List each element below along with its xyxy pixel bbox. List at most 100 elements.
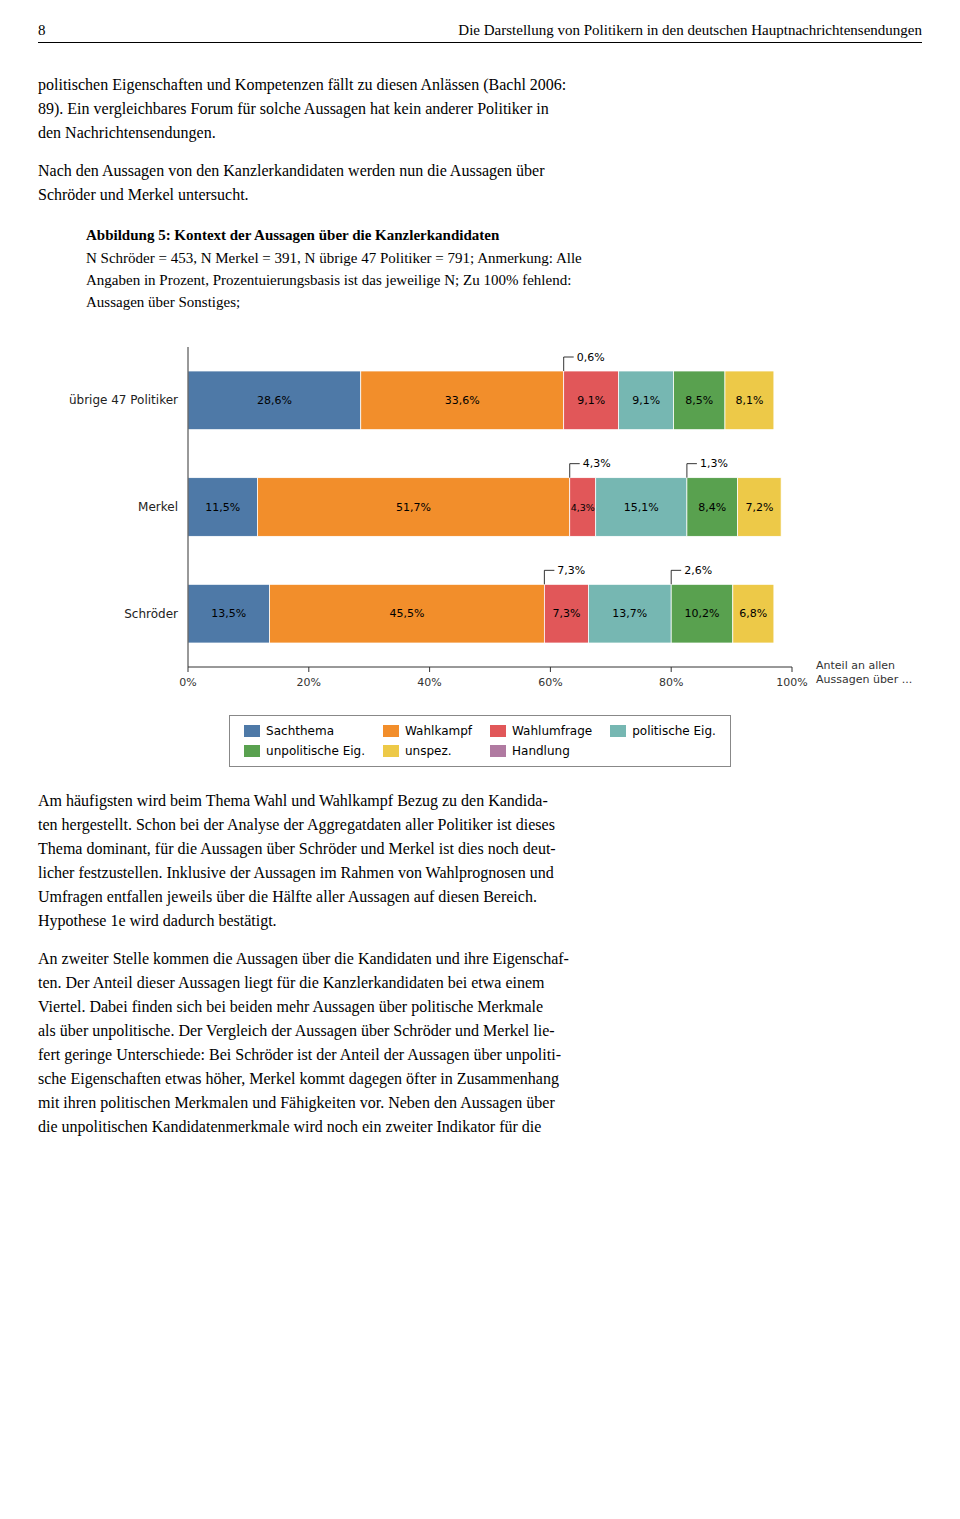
legend-label: Handlung bbox=[512, 744, 570, 758]
bar-segment bbox=[361, 371, 564, 430]
x-tick-label: 60% bbox=[538, 676, 562, 689]
legend-item: unpolitische Eig. bbox=[244, 744, 365, 758]
bar-segment bbox=[188, 585, 270, 644]
x-tick bbox=[792, 667, 793, 672]
bar-segment bbox=[773, 585, 774, 644]
legend-item: Wahlkampf bbox=[383, 724, 472, 738]
x-tick-label: 100% bbox=[776, 676, 807, 689]
data-label: 7,2% bbox=[745, 501, 773, 514]
annotation: 2,6% bbox=[684, 564, 712, 577]
bar-segment bbox=[544, 585, 588, 644]
data-label: 11,5% bbox=[205, 501, 240, 514]
paragraph: politischen Eigenschaften und Kompetenze… bbox=[38, 73, 922, 145]
bar-segment bbox=[687, 478, 738, 537]
legend-label: unspez. bbox=[405, 744, 452, 758]
y-tick-label: übrige 47 Politiker bbox=[69, 394, 178, 408]
legend-swatch bbox=[244, 725, 260, 737]
data-label: 13,7% bbox=[612, 607, 647, 620]
bar-segment bbox=[588, 585, 671, 644]
data-label: 9,1% bbox=[632, 394, 660, 407]
x-tick-label: 80% bbox=[659, 676, 683, 689]
data-label: 15,1% bbox=[624, 501, 659, 514]
legend-item: Sachthema bbox=[244, 724, 365, 738]
legend-swatch bbox=[383, 745, 399, 757]
chart-title: Abbildung 5: Kontext der Aussagen über d… bbox=[86, 227, 922, 244]
legend-item: unspez. bbox=[383, 744, 472, 758]
annotation-leader bbox=[671, 571, 681, 585]
bar-segment bbox=[257, 478, 569, 537]
annotation-leader bbox=[687, 464, 697, 478]
legend-swatch bbox=[244, 745, 260, 757]
data-label: 51,7% bbox=[396, 501, 431, 514]
figure-caption: Abbildung 5: Kontext der Aussagen über d… bbox=[38, 227, 922, 313]
legend-item: Handlung bbox=[490, 744, 592, 758]
y-axis-line bbox=[188, 347, 189, 667]
chart-subtitle: N Schröder = 453, N Merkel = 391, N übri… bbox=[86, 248, 922, 313]
data-label: 7,3% bbox=[552, 607, 580, 620]
bar-segment bbox=[773, 371, 774, 430]
data-label: 8,5% bbox=[685, 394, 713, 407]
bar-segment bbox=[188, 371, 361, 430]
x-tick bbox=[429, 667, 430, 672]
data-label: 9,1% bbox=[577, 394, 605, 407]
x-tick bbox=[671, 667, 672, 672]
bar-segment bbox=[564, 371, 619, 430]
bar-segment bbox=[596, 478, 687, 537]
bar-segment bbox=[733, 585, 774, 644]
bar-segment bbox=[570, 478, 596, 537]
paragraph: An zweiter Stelle kommen die Aussagen üb… bbox=[38, 947, 922, 1139]
bar-segment bbox=[270, 585, 545, 644]
bar-segment bbox=[725, 371, 774, 430]
x-tick bbox=[188, 667, 189, 672]
annotation: 4,3% bbox=[583, 457, 611, 470]
legend-swatch bbox=[383, 725, 399, 737]
x-tick-label: 40% bbox=[417, 676, 441, 689]
running-title: Die Darstellung von Politikern in den de… bbox=[458, 22, 922, 39]
x-axis-line bbox=[188, 667, 792, 668]
legend-label: Sachthema bbox=[266, 724, 334, 738]
y-tick-label: Merkel bbox=[138, 500, 178, 514]
annotation: 1,3% bbox=[700, 457, 728, 470]
bar-segment bbox=[188, 478, 257, 537]
data-label: 10,2% bbox=[685, 607, 720, 620]
legend-label: Wahlkampf bbox=[405, 724, 472, 738]
x-tick-label: 0% bbox=[179, 676, 196, 689]
chart: 28,6% 33,6% 9,1% 9,1% 8,5% 8,1% 11,5% 51,7% 4,3%… bbox=[38, 321, 922, 711]
legend-label: politische Eig. bbox=[632, 724, 716, 738]
legend-swatch bbox=[490, 725, 506, 737]
legend-swatch bbox=[610, 725, 626, 737]
legend-label: unpolitische Eig. bbox=[266, 744, 365, 758]
paragraph: Am häufigsten wird beim Thema Wahl und W… bbox=[38, 789, 922, 933]
annotation: 0,6% bbox=[577, 351, 605, 364]
bar-segment bbox=[619, 371, 674, 430]
legend-label: Wahlumfrage bbox=[512, 724, 592, 738]
data-label: 6,8% bbox=[739, 607, 767, 620]
data-label: 28,6% bbox=[257, 394, 292, 407]
data-label: 8,4% bbox=[698, 501, 726, 514]
data-label: 45,5% bbox=[389, 607, 424, 620]
annotation-leader bbox=[570, 464, 580, 478]
legend-item: politische Eig. bbox=[610, 724, 716, 738]
annotation: 7,3% bbox=[557, 564, 585, 577]
x-tick bbox=[550, 667, 551, 672]
data-label: 4,3% bbox=[571, 502, 595, 513]
page-header: 8 Die Darstellung von Politikern in den d… bbox=[38, 22, 922, 43]
page-number: 8 bbox=[38, 22, 46, 39]
annotation-leader bbox=[544, 571, 554, 585]
legend: Sachthema Wahlkampf Wahlumfrage politische … bbox=[229, 715, 731, 767]
data-label: 33,6% bbox=[445, 394, 480, 407]
legend-swatch bbox=[490, 745, 506, 757]
bar-segment bbox=[781, 478, 782, 537]
bars bbox=[188, 371, 781, 643]
x-tick-label: 20% bbox=[297, 676, 321, 689]
x-axis-label: Anteil an allenAussagen über ... bbox=[816, 659, 912, 686]
bar-segment bbox=[674, 371, 725, 430]
paragraph: Nach den Aussagen von den Kanzlerkandida… bbox=[38, 159, 922, 207]
bar-segment bbox=[671, 585, 733, 644]
data-label: 8,1% bbox=[735, 394, 763, 407]
page: 8 Die Darstellung von Politikern in den d… bbox=[0, 0, 960, 1139]
bar-segment bbox=[738, 478, 781, 537]
legend-item: Wahlumfrage bbox=[490, 724, 592, 738]
data-label: 13,5% bbox=[211, 607, 246, 620]
x-tick bbox=[308, 667, 309, 672]
